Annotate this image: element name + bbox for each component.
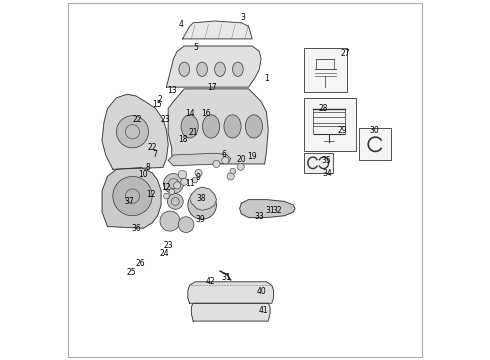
Circle shape: [237, 163, 245, 170]
Text: 23: 23: [163, 240, 173, 249]
Bar: [359, 128, 392, 160]
Circle shape: [192, 177, 198, 183]
Text: 34: 34: [322, 169, 332, 178]
Text: 15: 15: [153, 100, 162, 109]
Ellipse shape: [181, 115, 198, 138]
Text: 31: 31: [265, 206, 275, 215]
Ellipse shape: [245, 115, 263, 138]
Ellipse shape: [215, 62, 225, 76]
Polygon shape: [190, 187, 217, 210]
Text: 31: 31: [221, 273, 231, 282]
Text: 14: 14: [185, 109, 195, 118]
Text: 24: 24: [160, 249, 170, 258]
Polygon shape: [182, 21, 252, 39]
Circle shape: [222, 157, 229, 164]
Text: 7: 7: [152, 150, 157, 159]
Circle shape: [113, 176, 152, 216]
Text: 25: 25: [127, 268, 137, 277]
Circle shape: [164, 174, 184, 194]
Text: 18: 18: [178, 135, 187, 144]
Circle shape: [230, 168, 236, 174]
Circle shape: [173, 182, 181, 189]
Circle shape: [181, 178, 188, 185]
Text: 35: 35: [321, 156, 331, 165]
Text: 33: 33: [254, 212, 264, 221]
Text: 17: 17: [207, 83, 217, 92]
Circle shape: [169, 189, 174, 195]
Text: 9: 9: [196, 174, 200, 183]
Text: 42: 42: [205, 277, 215, 286]
Text: 3: 3: [241, 13, 245, 22]
Polygon shape: [192, 303, 270, 321]
Circle shape: [178, 170, 187, 179]
Text: 10: 10: [138, 170, 148, 179]
Polygon shape: [167, 46, 261, 87]
Text: 16: 16: [201, 109, 211, 118]
Text: 38: 38: [196, 194, 206, 203]
Circle shape: [178, 217, 194, 233]
Text: 39: 39: [196, 215, 205, 224]
Text: 40: 40: [256, 287, 266, 296]
Text: 6: 6: [221, 150, 226, 159]
Bar: [304, 48, 347, 93]
Text: 30: 30: [369, 126, 379, 135]
Ellipse shape: [202, 115, 220, 138]
Text: 21: 21: [189, 129, 198, 138]
Text: 23: 23: [161, 116, 171, 125]
Text: 29: 29: [337, 126, 347, 135]
Text: 20: 20: [237, 155, 246, 164]
Polygon shape: [188, 282, 273, 303]
Circle shape: [227, 173, 234, 180]
Text: 28: 28: [319, 104, 328, 113]
Text: 22: 22: [132, 116, 142, 125]
Ellipse shape: [197, 62, 207, 76]
Circle shape: [213, 160, 220, 167]
Text: 27: 27: [340, 49, 350, 58]
Text: 11: 11: [185, 179, 195, 188]
Bar: [304, 153, 333, 173]
Text: 1: 1: [264, 74, 269, 83]
Text: 13: 13: [167, 86, 176, 95]
Polygon shape: [102, 167, 161, 228]
Text: 41: 41: [259, 306, 269, 315]
Bar: [304, 98, 356, 152]
Circle shape: [168, 194, 183, 209]
Text: 12: 12: [147, 190, 156, 199]
Text: 5: 5: [194, 43, 198, 52]
Polygon shape: [168, 89, 268, 164]
Text: 26: 26: [136, 260, 146, 269]
Text: 12: 12: [161, 183, 171, 192]
Ellipse shape: [179, 62, 190, 76]
Circle shape: [160, 211, 180, 231]
Text: 8: 8: [146, 163, 150, 172]
Circle shape: [117, 116, 148, 148]
Text: 4: 4: [178, 20, 183, 29]
Polygon shape: [240, 200, 295, 217]
Text: 2: 2: [158, 95, 163, 104]
Circle shape: [164, 193, 169, 199]
Text: 37: 37: [124, 197, 134, 206]
Ellipse shape: [232, 62, 243, 76]
Text: 36: 36: [131, 224, 141, 233]
Text: 22: 22: [147, 143, 157, 152]
Text: 19: 19: [247, 152, 257, 161]
Ellipse shape: [224, 115, 241, 138]
Polygon shape: [102, 94, 168, 169]
Polygon shape: [168, 153, 231, 166]
Circle shape: [188, 191, 217, 219]
Text: 32: 32: [272, 206, 282, 215]
Circle shape: [195, 169, 202, 176]
